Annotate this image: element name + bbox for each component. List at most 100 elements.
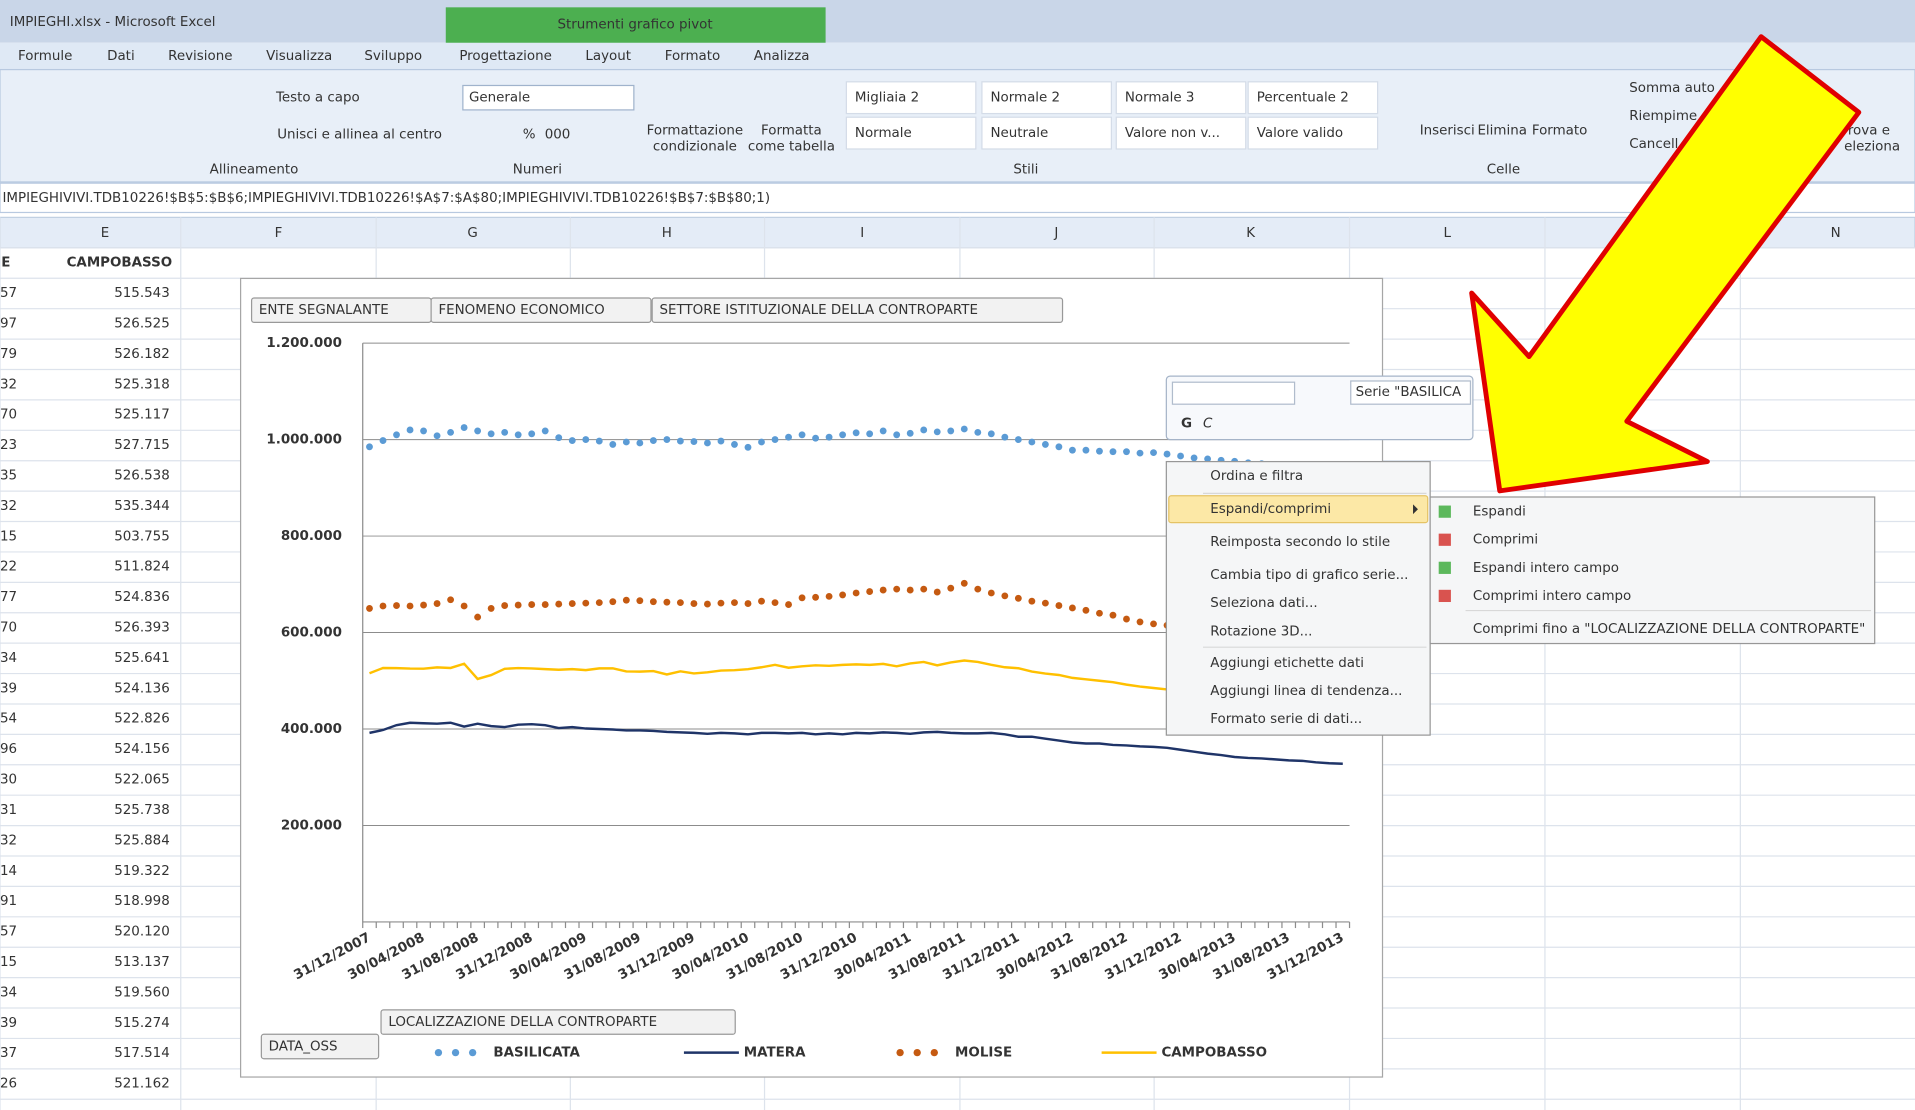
data-point [461,603,468,610]
data-point [1150,620,1157,627]
ribbon-tab[interactable]: Layout [585,49,631,64]
data-point [799,594,806,601]
data-point [528,601,535,608]
ribbon-button[interactable]: rova e [1848,124,1890,139]
ribbon-button[interactable]: Somma auto [1629,81,1715,96]
data-point [596,438,603,445]
data-point [1055,602,1062,609]
submenu-item[interactable]: Comprimi [1473,533,1538,548]
data-point [785,434,792,441]
column-header: L [1443,226,1451,241]
cell: 32 [0,833,17,848]
data-point [1042,600,1049,607]
ribbon-button[interactable]: Unisci e allinea al centro [277,127,442,142]
style-cell-label: Percentuale 2 [1257,91,1349,106]
series-selector[interactable]: Serie "BASILICA [1356,385,1462,400]
style-cell-label: Migliaia 2 [855,91,919,106]
menu-item[interactable]: Reimposta secondo lo stile [1210,535,1390,550]
cell: 519.560 [114,985,170,1000]
submenu-item[interactable]: Comprimi fino a "LOCALIZZAZIONE DELLA CO… [1473,622,1865,637]
italic-button[interactable]: C [1203,417,1213,432]
cell: 34 [0,651,17,666]
cell: 521.162 [114,1077,170,1092]
ribbon-tab[interactable]: Revisione [168,49,232,64]
font-box[interactable] [1172,382,1294,404]
ribbon-button[interactable]: Formatta [761,124,822,139]
submenu-icon [1439,534,1451,546]
ribbon-tab[interactable]: Dati [107,49,135,64]
window-title: IMPIEGHI.xlsx - Microsoft Excel [10,15,216,30]
cell: 520.120 [114,925,170,940]
menu-item[interactable]: Espandi/comprimi [1210,502,1331,517]
column-header: H [662,226,672,241]
ribbon-tab[interactable]: Visualizza [266,49,332,64]
data-point [799,431,806,438]
data-point [893,586,900,593]
menu-item[interactable]: Formato serie di dati... [1210,712,1362,727]
style-cell-label: Normale 2 [990,91,1060,106]
menu-item[interactable]: Ordina e filtra [1210,469,1303,484]
submenu-item[interactable]: Espandi intero campo [1473,561,1619,576]
ribbon-button[interactable]: Elimina [1477,124,1526,139]
data-point [866,588,873,595]
style-cell-label: Normale [855,126,912,141]
y-tick-label: 400.000 [281,722,342,737]
data-point [947,585,954,592]
data-point [380,603,387,610]
data-point [745,444,752,451]
legend-symbol [469,1049,476,1056]
cell: 77 [0,590,17,605]
menu-item[interactable]: Cambia tipo di grafico serie... [1210,568,1408,583]
ribbon-button[interactable]: % [523,127,536,142]
formula-text: IMPIEGHIVIVI.TDB10226!$B$5:$B$6;IMPIEGHI… [2,191,770,206]
ribbon-button[interactable]: Inserisci [1420,124,1475,139]
data-point [420,428,427,435]
ribbon-button[interactable]: Cancell [1629,137,1678,152]
data-point [677,438,684,445]
data-point [1096,448,1103,455]
data-point [1137,450,1144,457]
data-point [704,601,711,608]
data-point [812,594,819,601]
data-point [488,430,495,437]
ribbon-tab[interactable]: Formato [665,49,721,64]
ribbon-tab[interactable]: Formule [18,49,72,64]
ribbon-button[interactable]: come tabella [748,140,835,155]
ribbon-tab[interactable]: Analizza [754,49,810,64]
ribbon-button[interactable]: condizionale [653,140,737,155]
menu-item[interactable]: Seleziona dati... [1210,596,1317,611]
ribbon-button[interactable]: 000 [545,127,571,142]
menu-item[interactable]: Aggiungi etichette dati [1210,656,1364,671]
ribbon-button[interactable]: Riempime [1629,109,1697,124]
bold-button[interactable]: G [1181,417,1192,432]
cell: 525.641 [114,651,170,666]
submenu-item[interactable]: Comprimi intero campo [1473,589,1631,604]
data-point [961,580,968,587]
legend-symbol [896,1049,903,1056]
data-point [1028,439,1035,446]
cell: 26 [0,1077,17,1092]
style-cell-label: Neutrale [990,126,1048,141]
data-point [474,614,481,621]
data-point [1123,616,1130,623]
data-point [1110,612,1117,619]
ribbon-button[interactable]: Formato [1532,124,1588,139]
submenu-item[interactable]: Espandi [1473,505,1526,520]
data-point [609,598,616,605]
ribbon-tab[interactable]: Progettazione [459,49,552,64]
ribbon-button[interactable]: Testo a capo [275,91,360,106]
data-point [650,598,657,605]
data-point [393,431,400,438]
legend-symbol [931,1049,938,1056]
data-point [772,436,779,443]
menu-item[interactable]: Rotazione 3D... [1210,624,1312,639]
ribbon-tab[interactable]: Sviluppo [364,49,422,64]
data-point [1083,607,1090,614]
data-point [515,602,522,609]
data-point [569,437,576,444]
menu-item[interactable]: Aggiungi linea di tendenza... [1210,684,1402,699]
data-point [731,599,738,606]
ribbon-button[interactable]: eleziona [1844,140,1900,155]
ribbon-button[interactable]: Formattazione [647,124,744,139]
y-tick-label: 800.000 [281,529,342,544]
